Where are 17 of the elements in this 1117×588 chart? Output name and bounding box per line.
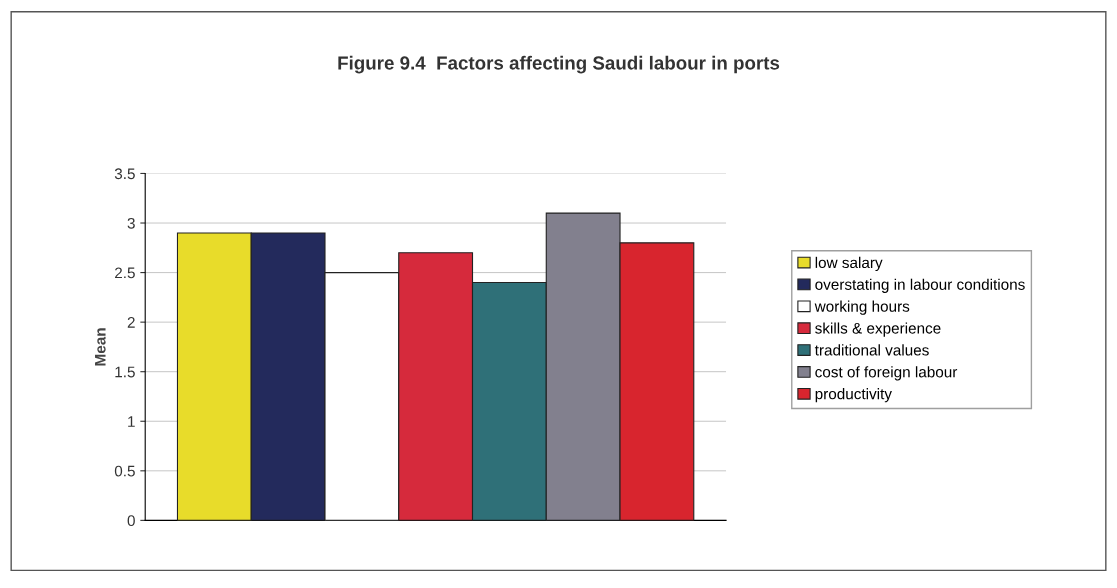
- y-tick-label: 0: [127, 515, 135, 527]
- y-tick-label: 0.5: [114, 465, 135, 477]
- legend-label: skills & experience: [815, 322, 941, 337]
- y-tick-label: 3.5: [114, 168, 135, 180]
- legend-label: working hours: [814, 300, 910, 315]
- legend-label: traditional values: [814, 344, 929, 356]
- legend-label: cost of foreign labour: [815, 366, 958, 381]
- y-tick-label: 1: [128, 416, 135, 427]
- y-tick-label: 3: [127, 217, 135, 229]
- legend-label: low salary: [815, 256, 883, 272]
- legend-label: overstating in labour conditions: [815, 278, 1025, 293]
- chart-title: Figure 9.4 Factors affecting Saudi labour in ports: [338, 55, 780, 74]
- y-tick-label: 2.5: [115, 267, 135, 279]
- y-axis-title: Mean: [95, 328, 106, 366]
- y-tick-label: 1.5: [115, 366, 135, 378]
- legend-label: productivity: [815, 388, 892, 403]
- y-tick-label: 2: [127, 317, 135, 328]
